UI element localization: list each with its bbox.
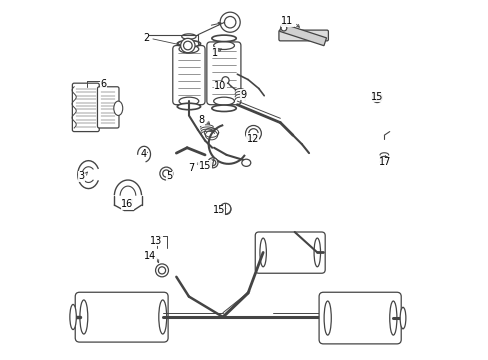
Text: 16: 16	[121, 199, 133, 210]
Circle shape	[155, 264, 168, 277]
Text: 8: 8	[198, 115, 204, 125]
Ellipse shape	[177, 41, 200, 47]
FancyBboxPatch shape	[72, 83, 99, 132]
Text: 15: 15	[370, 92, 383, 102]
Ellipse shape	[213, 97, 234, 105]
Text: 14: 14	[144, 251, 156, 261]
FancyBboxPatch shape	[75, 292, 168, 342]
Circle shape	[224, 17, 235, 28]
Ellipse shape	[313, 238, 320, 267]
Ellipse shape	[80, 300, 88, 334]
Circle shape	[158, 267, 165, 274]
Text: 12: 12	[246, 134, 259, 144]
Ellipse shape	[241, 159, 250, 166]
Text: 2: 2	[142, 33, 149, 43]
Polygon shape	[279, 23, 326, 46]
Ellipse shape	[159, 300, 166, 334]
Ellipse shape	[211, 35, 236, 41]
Text: 1: 1	[211, 48, 217, 58]
Ellipse shape	[179, 45, 198, 53]
Text: 17: 17	[379, 157, 391, 167]
Circle shape	[371, 93, 382, 103]
Ellipse shape	[179, 97, 198, 105]
Circle shape	[210, 160, 215, 166]
FancyBboxPatch shape	[172, 45, 204, 105]
Circle shape	[163, 170, 169, 177]
Circle shape	[220, 12, 240, 32]
FancyBboxPatch shape	[255, 232, 325, 273]
Text: 13: 13	[149, 236, 162, 246]
Circle shape	[248, 129, 258, 138]
Text: 11: 11	[281, 17, 293, 27]
Text: 10: 10	[214, 81, 226, 91]
Circle shape	[160, 167, 172, 180]
Circle shape	[220, 203, 230, 214]
FancyBboxPatch shape	[319, 292, 400, 344]
Ellipse shape	[260, 238, 266, 267]
Ellipse shape	[211, 105, 236, 112]
Ellipse shape	[177, 103, 200, 110]
Text: 15: 15	[212, 206, 224, 216]
Ellipse shape	[324, 301, 330, 335]
Circle shape	[222, 77, 228, 84]
Circle shape	[373, 95, 379, 100]
Text: 5: 5	[166, 171, 172, 181]
Text: 9: 9	[240, 90, 246, 100]
Text: 15: 15	[199, 161, 211, 171]
Ellipse shape	[182, 34, 196, 39]
Ellipse shape	[399, 307, 405, 329]
Text: 3: 3	[79, 171, 84, 181]
Circle shape	[281, 25, 286, 31]
Circle shape	[183, 41, 192, 50]
Circle shape	[223, 207, 228, 212]
Circle shape	[245, 126, 261, 141]
Circle shape	[180, 39, 195, 53]
Ellipse shape	[114, 101, 122, 116]
Ellipse shape	[389, 301, 396, 335]
Ellipse shape	[213, 41, 234, 49]
Circle shape	[221, 204, 230, 215]
Text: 6: 6	[101, 79, 107, 89]
FancyBboxPatch shape	[278, 30, 328, 41]
Text: 7: 7	[188, 163, 195, 173]
FancyBboxPatch shape	[97, 87, 119, 128]
Text: 4: 4	[140, 149, 146, 159]
FancyBboxPatch shape	[206, 42, 241, 105]
Ellipse shape	[70, 305, 76, 329]
Circle shape	[207, 158, 218, 168]
